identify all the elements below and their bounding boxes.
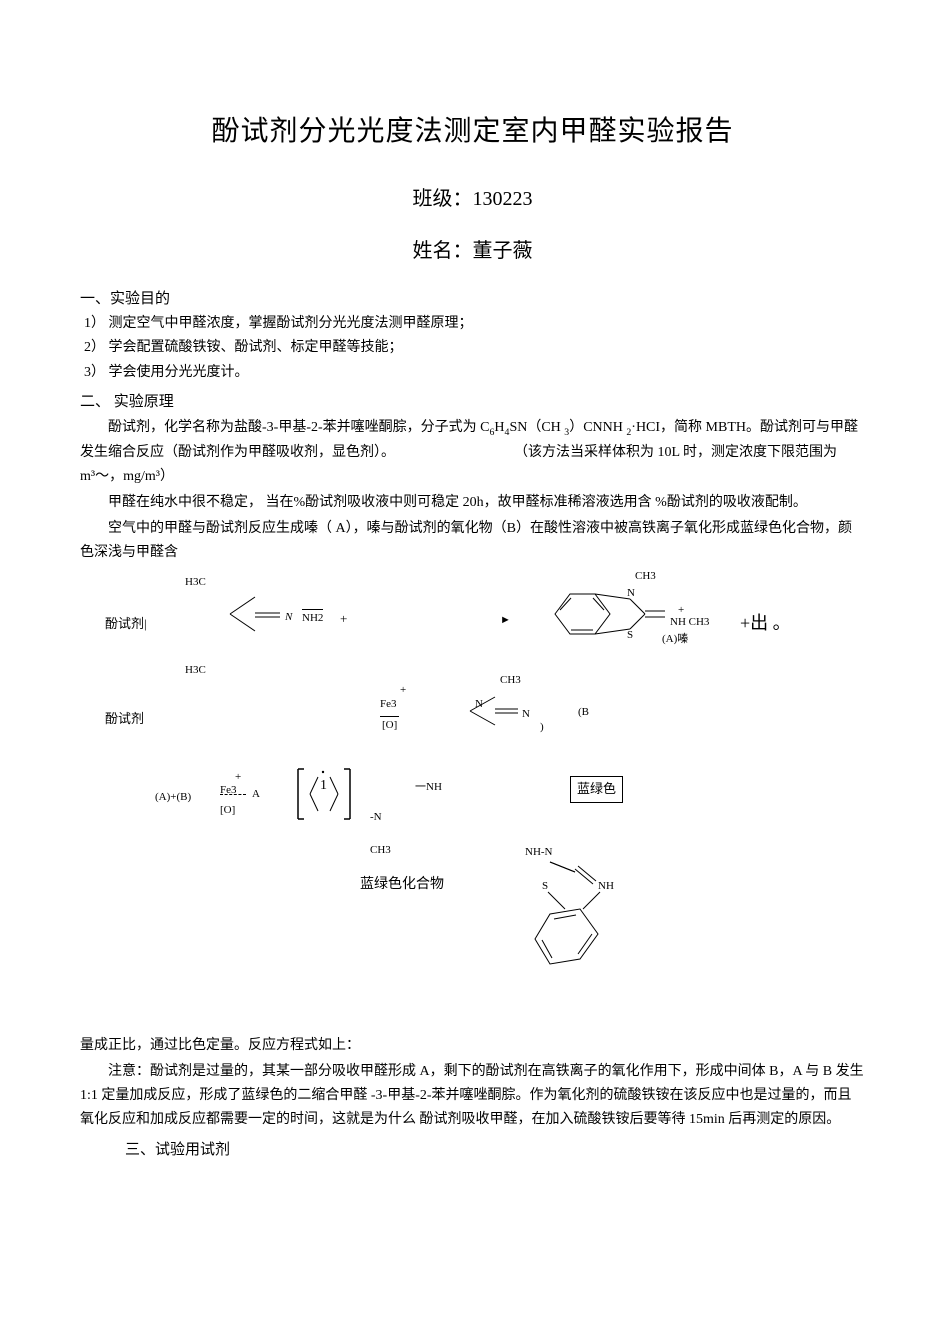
text-run: ）CNNH [569, 420, 626, 435]
plus-icon: + [400, 682, 406, 700]
paragraph: 注意：酚试剂是过量的，其某一部分吸收甲醛形成 A，剩下的酚试剂在高铁离子的氧化作… [80, 1060, 865, 1131]
section-2-heading: 二、 实验原理 [80, 390, 865, 414]
chem-label: [O] [380, 716, 399, 735]
paragraph: 甲醛在纯水中很不稳定， 当在%酚试剂吸收液中则可稳定 20h，故甲醛标准稀溶液选… [80, 491, 865, 515]
bracket-icon: 1 [290, 759, 370, 829]
chem-label: CH3 [370, 842, 391, 860]
chem-label: A [252, 786, 260, 804]
chem-label: H3C [185, 574, 206, 592]
chem-label: -N [370, 809, 382, 827]
list-item: 1） 测定空气中甲醛浓度，掌握酚试剂分光光度法测甲醛原理； [80, 313, 865, 335]
chem-label: Fe3 [380, 696, 397, 714]
chem-label: H3C [185, 662, 206, 680]
class-line: 班级：130223 [80, 183, 865, 215]
paragraph: 量成正比，通过比色定量。反应方程式如上： [80, 1034, 865, 1058]
list-item: 2） 学会配置硫酸铁铵、酚试剂、标定甲醛等技能； [80, 337, 865, 359]
chem-label: NH CH3 [670, 614, 709, 632]
svg-text:S: S [542, 880, 548, 892]
svg-text:S: S [627, 629, 633, 641]
benzothiazole-icon: S NH [480, 854, 640, 984]
chem-label: N [285, 609, 292, 627]
chemistry-diagram: H3C CH3 酚试剂| N NH2 + ► N S + NH CH3 (A)嗪… [80, 574, 865, 1024]
chem-label: ) [540, 719, 544, 737]
chem-label: +出 。 [740, 609, 791, 638]
chem-label: (A)+(B) [155, 789, 191, 807]
chem-label: 酚试剂| [105, 614, 147, 635]
paragraph: 酚试剂，化学名称为盐酸-3-甲基-2-苯并噻唑酮腙，分子式为 C6H4SN（CH… [80, 416, 865, 489]
chem-label: NH2 [302, 609, 323, 628]
arrow-icon: ► [500, 612, 511, 630]
svg-text:1: 1 [320, 778, 327, 793]
paragraph: 空气中的甲醛与酚试剂反应生成嗪（ A），嗪与酚试剂的氧化物（B）在酸性溶液中被高… [80, 517, 865, 565]
svg-text:N: N [627, 587, 635, 599]
text-run: SN（CH [509, 420, 564, 435]
chem-label: Fe3 [220, 782, 237, 800]
list-item: 3） 学会使用分光光度计。 [80, 362, 865, 384]
section-1-heading: 一、实验目的 [80, 287, 865, 311]
chem-label: 酚试剂 [105, 709, 144, 730]
chem-label: 一NH [415, 779, 442, 797]
chem-label: [O] [220, 802, 235, 820]
text-run: 酚试剂，化学名称为盐酸-3-甲基-2-苯并噻唑酮腙，分子式为 C [108, 420, 490, 435]
text-run: H [494, 420, 504, 435]
section-3-heading: 三、试验用试剂 [125, 1138, 865, 1162]
chem-label: 蓝绿色化合物 [360, 874, 444, 896]
document-title: 酚试剂分光光度法测定室内甲醛实验报告 [80, 110, 865, 155]
chem-label: CH3 [500, 672, 521, 690]
chem-label: N [522, 706, 530, 724]
chem-label: (B [578, 704, 589, 722]
svg-text:NH: NH [598, 880, 614, 892]
blue-green-box: 蓝绿色 [570, 776, 623, 803]
chem-label: (A)嗪 [662, 631, 688, 649]
plus-icon: + [340, 609, 347, 630]
author-line: 姓名：董子薇 [80, 235, 865, 267]
